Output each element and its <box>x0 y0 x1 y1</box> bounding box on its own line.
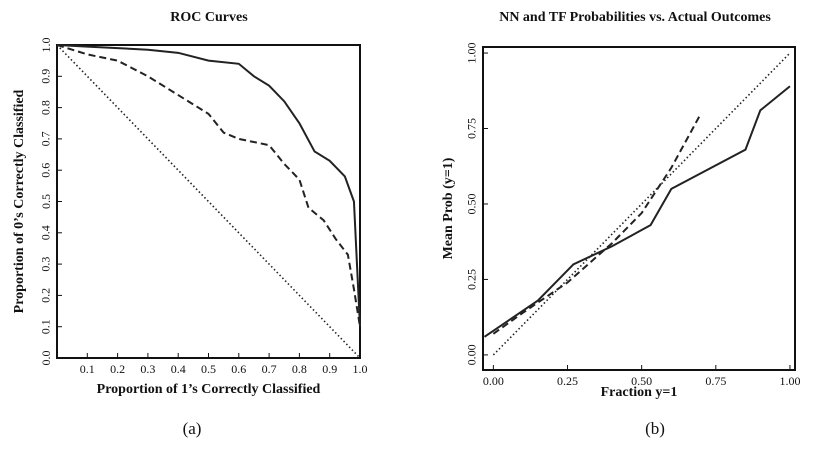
x-axis-label: Proportion of 1’s Correctly Classified <box>97 382 321 397</box>
y-tick-label: 0.4 <box>39 225 53 240</box>
line-series <box>56 44 361 359</box>
line-series <box>56 44 361 327</box>
y-tick-label: 0.50 <box>465 193 479 214</box>
y-axis-label: Mean Prob (y=1) <box>441 157 456 259</box>
y-tick-label: 0.7 <box>39 131 53 146</box>
x-axis-label: Fraction y=1 <box>601 385 678 400</box>
x-tick-label: 0.8 <box>292 362 307 376</box>
x-tick-label: 0.3 <box>140 362 155 376</box>
y-tick-label: 0.1 <box>39 319 53 334</box>
line-series <box>483 85 791 338</box>
chart-title: ROC Curves <box>170 10 248 25</box>
line-series <box>492 52 791 356</box>
caption: (a) <box>183 419 202 438</box>
x-tick-label: 0.50 <box>631 374 652 388</box>
y-tick-label: 0.00 <box>465 344 479 365</box>
x-tick-label: 0.6 <box>231 362 246 376</box>
plot-frame <box>482 46 796 371</box>
line-series <box>492 112 702 335</box>
y-tick-label: 0.75 <box>465 118 479 139</box>
x-tick-label: 0.1 <box>80 362 95 376</box>
y-tick-label: 1.0 <box>39 38 53 53</box>
caption: (b) <box>645 419 665 438</box>
x-tick-label: 0.2 <box>110 362 125 376</box>
y-tick-label: 0.0 <box>39 351 53 366</box>
figure-caption: FIGURE 1 <box>378 447 452 450</box>
y-tick-label: 0.5 <box>39 194 53 209</box>
y-tick-label: 0.3 <box>39 257 53 272</box>
x-tick-label: 0.7 <box>262 362 277 376</box>
x-tick-label: 0.25 <box>557 374 578 388</box>
x-tick-label: 1.0 <box>353 362 368 376</box>
x-tick-label: 0.4 <box>171 362 186 376</box>
y-axis-label: Proportion of 0’s Correctly Classified <box>12 89 27 313</box>
line-series <box>56 44 361 327</box>
y-tick-label: 0.2 <box>39 288 53 303</box>
y-tick-label: 0.6 <box>39 163 53 178</box>
x-tick-label: 0.00 <box>483 374 504 388</box>
x-tick-label: 0.75 <box>705 374 726 388</box>
x-tick-label: 0.9 <box>322 362 337 376</box>
y-tick-label: 0.8 <box>39 100 53 115</box>
y-tick-label: 0.25 <box>465 269 479 290</box>
x-tick-label: 1.00 <box>779 374 800 388</box>
x-tick-label: 0.5 <box>201 362 216 376</box>
chart-title: NN and TF Probabilities vs. Actual Outco… <box>499 10 771 25</box>
y-tick-label: 0.9 <box>39 69 53 84</box>
y-tick-label: 1.00 <box>465 43 479 64</box>
